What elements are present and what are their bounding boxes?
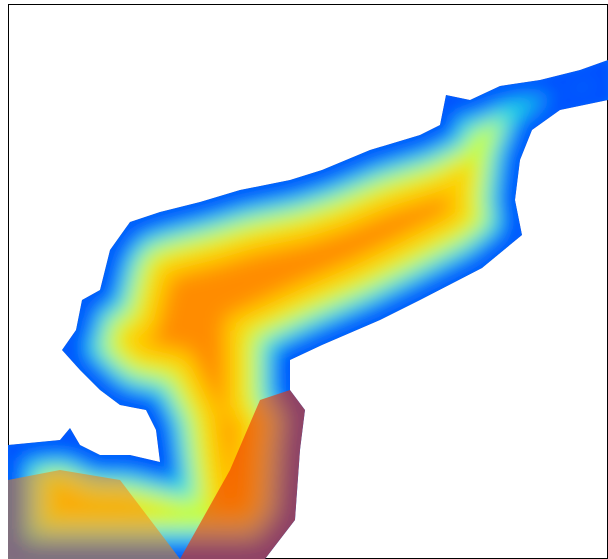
map-view	[0, 0, 608, 559]
